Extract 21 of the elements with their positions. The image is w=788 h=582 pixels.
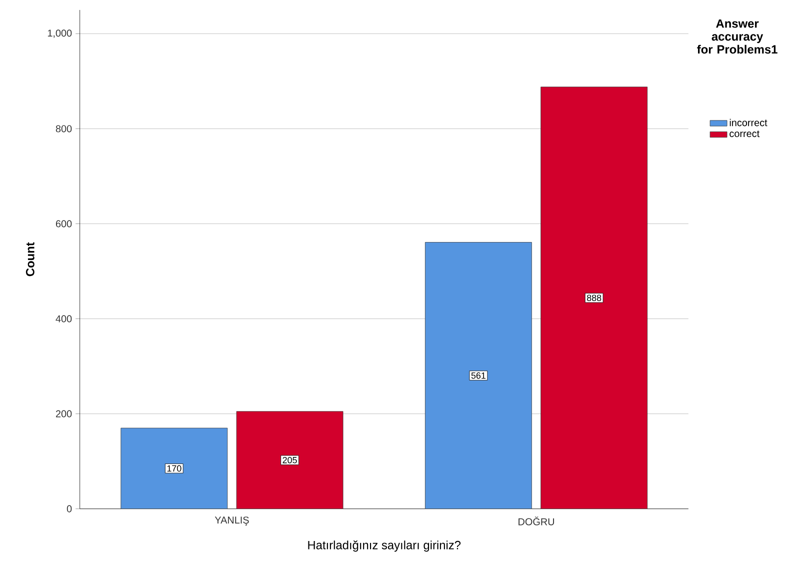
bar xyxy=(236,411,344,509)
data-label: 561 xyxy=(471,372,486,379)
y-tick-label: 1,000 xyxy=(48,30,72,38)
x-tick-label: DOĞRU xyxy=(518,516,554,526)
data-label: 170 xyxy=(167,465,182,472)
bar xyxy=(540,86,648,509)
legend-label: correct xyxy=(730,130,760,138)
x-tick-label: YANLIŞ xyxy=(214,516,249,526)
x-axis-title: Hatırladığınız sayıları giriniz? xyxy=(308,540,461,552)
y-tick-label: 800 xyxy=(56,125,72,132)
y-tick-label: 400 xyxy=(56,315,72,322)
data-label: 205 xyxy=(282,457,297,464)
y-tick-label: 600 xyxy=(56,220,72,228)
y-tick-label: 0 xyxy=(66,505,72,512)
y-axis-title: Count xyxy=(26,242,34,276)
legend-title: Answer accuracy for Problems1 xyxy=(697,20,778,54)
bar xyxy=(424,242,532,509)
bar xyxy=(120,428,228,509)
data-label: 888 xyxy=(587,294,602,302)
legend-label: incorrect xyxy=(730,119,768,126)
y-tick-label: 200 xyxy=(56,410,72,418)
